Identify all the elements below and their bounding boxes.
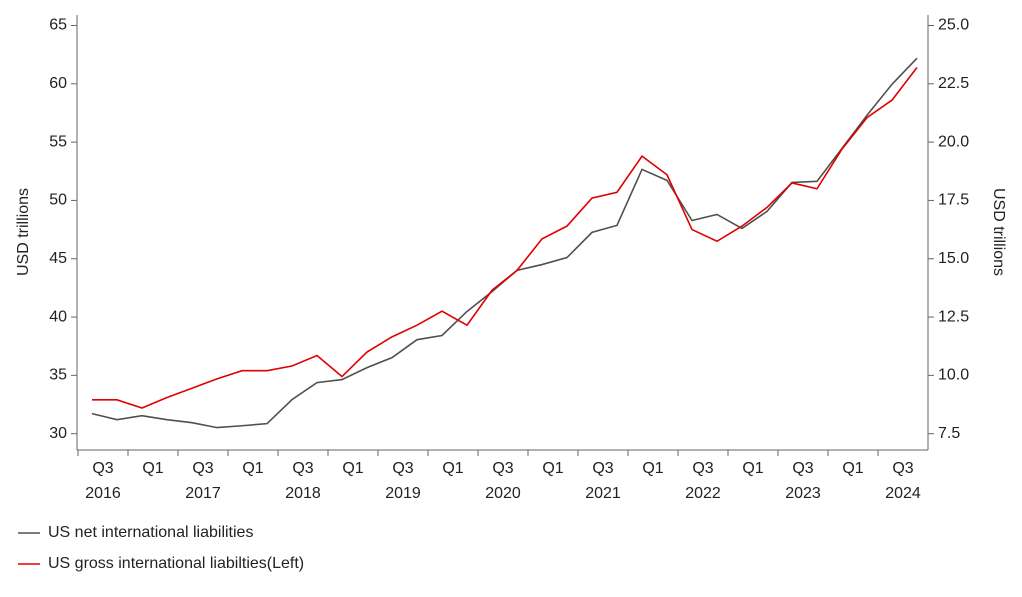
x-tick-label: Q3 <box>192 460 213 477</box>
x-year-label: 2018 <box>285 485 321 502</box>
x-year-label: 2021 <box>585 485 621 502</box>
y2-tick-label: 25.0 <box>938 17 969 34</box>
y-tick-label: 50 <box>49 192 67 209</box>
x-tick-label: Q1 <box>142 460 163 477</box>
y2-tick-label: 17.5 <box>938 192 969 209</box>
y-tick-label: 60 <box>49 75 67 92</box>
x-year-label: 2017 <box>185 485 221 502</box>
x-tick-label: Q1 <box>842 460 863 477</box>
y-tick-label: 55 <box>49 133 67 150</box>
y2-tick-label: 7.5 <box>938 425 960 442</box>
y2-tick-label: 22.5 <box>938 75 969 92</box>
x-tick-label: Q3 <box>492 460 513 477</box>
x-tick-label: Q1 <box>742 460 763 477</box>
x-tick-label: Q3 <box>392 460 413 477</box>
x-tick-label: Q1 <box>442 460 463 477</box>
x-tick-label: Q1 <box>642 460 663 477</box>
x-tick-label: Q3 <box>292 460 313 477</box>
x-tick-label: Q3 <box>592 460 613 477</box>
x-year-label: 2020 <box>485 485 521 502</box>
x-tick-label: Q3 <box>892 460 913 477</box>
x-tick-label: Q3 <box>792 460 813 477</box>
y-tick-label: 45 <box>49 250 67 267</box>
x-tick-label: Q1 <box>542 460 563 477</box>
x-tick-label: Q3 <box>692 460 713 477</box>
legend-label: US net international liabilities <box>48 524 253 541</box>
y-tick-label: 65 <box>49 17 67 34</box>
y-tick-label: 30 <box>49 425 67 442</box>
x-tick-label: Q3 <box>92 460 113 477</box>
legend-label: US gross international liabilties(Left) <box>48 555 304 572</box>
y-tick-label: 40 <box>49 308 67 325</box>
series-line <box>91 57 918 429</box>
x-year-label: 2022 <box>685 485 721 502</box>
x-year-label: 2023 <box>785 485 821 502</box>
y2-axis-label: USD trillions <box>990 188 1007 276</box>
x-year-label: 2019 <box>385 485 421 502</box>
y-axis-label: USD trillions <box>15 188 32 276</box>
x-tick-label: Q1 <box>342 460 363 477</box>
y2-tick-label: 15.0 <box>938 250 969 267</box>
y2-tick-label: 20.0 <box>938 133 969 150</box>
x-year-label: 2016 <box>85 485 121 502</box>
y-tick-label: 35 <box>49 367 67 384</box>
y2-tick-label: 12.5 <box>938 308 969 325</box>
y2-tick-label: 10.0 <box>938 367 969 384</box>
x-year-label: 2024 <box>885 485 921 502</box>
series-line <box>92 66 918 409</box>
x-tick-label: Q1 <box>242 460 263 477</box>
